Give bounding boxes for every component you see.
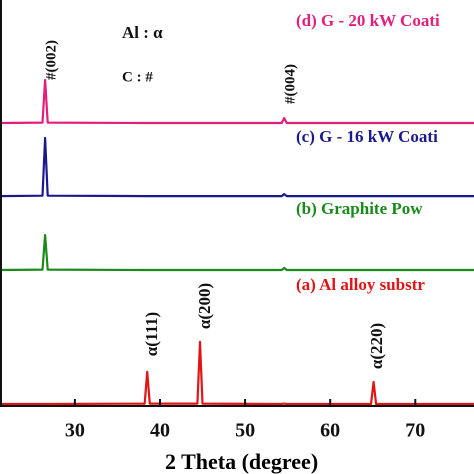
phase-key: Al : α [122, 23, 163, 42]
x-tick-label: 70 [405, 420, 425, 442]
series-line [0, 234, 474, 272]
series-label: (d) G - 20 kW Coati [296, 11, 440, 30]
x-tick-label: 30 [65, 420, 85, 442]
series-label: (c) G - 16 kW Coati [296, 127, 438, 146]
series-line [0, 136, 474, 198]
x-tick-label: 60 [320, 420, 340, 442]
x-tick-label: 50 [235, 420, 255, 442]
phase-key: C : # [122, 69, 153, 85]
x-tick-label: 40 [150, 420, 170, 442]
x-axis-label: 2 Theta (degree) [165, 449, 318, 474]
series-line [0, 340, 474, 406]
peak-label: α(200) [195, 283, 214, 329]
series-label: (b) Graphite Pow [296, 199, 423, 218]
series-label: (a) Al alloy substr [296, 275, 425, 294]
series-line [0, 78, 474, 125]
peak-label: #(002) [43, 40, 59, 80]
peak-label: α(220) [367, 323, 386, 369]
peak-label: #(004) [282, 64, 298, 104]
peak-label: α(111) [142, 312, 161, 356]
